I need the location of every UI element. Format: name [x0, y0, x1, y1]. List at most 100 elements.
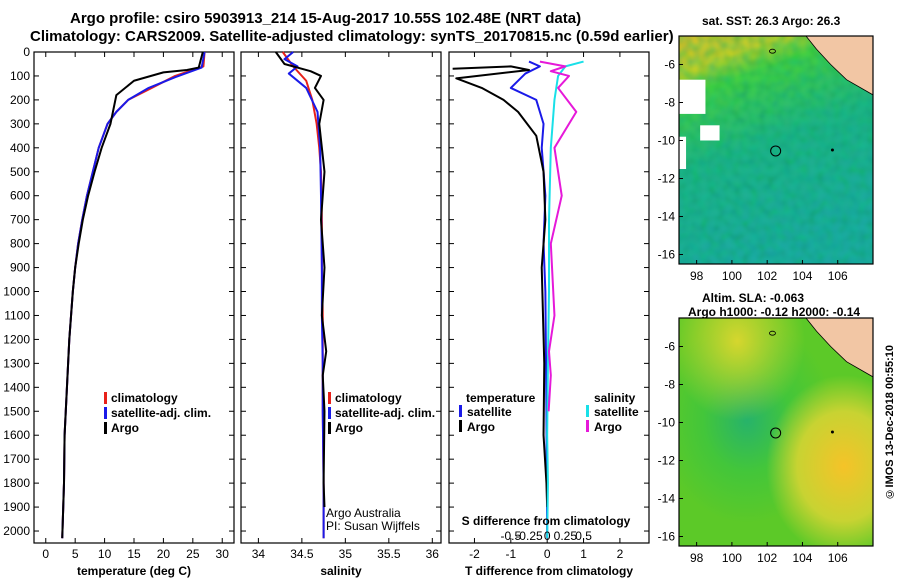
sla-ytick-label: -12 [658, 454, 676, 468]
difference-series-s-argo [539, 60, 578, 412]
depth-tick-label: 1300 [3, 356, 30, 370]
difference-xtick-label: -2 [469, 547, 480, 561]
depth-tick-label: 600 [10, 189, 30, 203]
salinity-series-argo [274, 51, 328, 508]
diff-legend-entry: satellite [594, 405, 639, 419]
salinity-xtick-label: 34 [252, 547, 266, 561]
sst-xtick-label: 106 [828, 269, 848, 283]
legend-swatch [104, 407, 107, 419]
sst-ytick-label: -14 [658, 210, 676, 224]
diff-legend-swatch [459, 420, 462, 432]
legend-swatch [104, 422, 107, 434]
diff-xlabel-salinity: S difference from climatology [462, 514, 631, 528]
depth-tick-label: 1600 [3, 428, 30, 442]
credit-text: Argo Australia [326, 506, 401, 520]
difference-xtick-label: 0 [544, 547, 551, 561]
depth-tick-label: 1400 [3, 380, 30, 394]
depth-tick-label: 1200 [3, 332, 30, 346]
depth-tick-label: 1100 [4, 308, 30, 322]
temperature-xtick-label: 5 [72, 547, 79, 561]
diff-legend-swatch [586, 420, 589, 432]
temperature-series-satellite-adj--clim- [61, 51, 206, 539]
difference-xtick-label: -1 [505, 547, 516, 561]
salinity-panel: 34 34.5 35 35.5 36 salinity [240, 51, 442, 578]
sst-ytick-label: -10 [658, 134, 676, 148]
depth-tick-label: 1700 [3, 452, 30, 466]
depth-tick-label: 900 [10, 261, 30, 275]
depth-tick-label: 200 [10, 93, 30, 107]
depth-tick-label: 800 [10, 237, 30, 251]
sst-cloud-gap [679, 136, 687, 169]
legend-entry: Argo [335, 421, 363, 435]
temperature-panel: 0 5 10 15 20 25 300100200300400500600700800900… [3, 45, 235, 578]
legend-entry: satellite-adj. clim. [111, 406, 211, 420]
sst-map-title: sat. SST: 26.3 Argo: 26.3 [702, 14, 841, 28]
depth-tick-label: 2000 [3, 524, 30, 538]
depth-tick-label: 100 [10, 69, 30, 83]
salinity-frame [240, 51, 442, 544]
temperature-series-climatology [61, 51, 206, 539]
legend-swatch [104, 392, 107, 404]
salinity-xtick-label: 36 [426, 547, 440, 561]
temperature-xtick-label: 15 [127, 547, 141, 561]
legend-swatch [328, 392, 331, 404]
sst-xtick-label: 98 [690, 269, 704, 283]
difference-frame [448, 51, 650, 544]
sla-island-marker [830, 430, 834, 434]
difference-xtick-label: 2 [617, 547, 624, 561]
sla-argo-location [770, 427, 782, 439]
sst-map-axes: 98 100 102 104 106 -6 -8 -10 -12 -14 -16 [658, 35, 874, 283]
diff-x2tick-label: 0.5 [575, 529, 592, 543]
diff-x2tick-label: 0.25 [554, 529, 578, 543]
sla-xtick-label: 106 [828, 551, 848, 565]
salinity-xtick-label: 34.5 [290, 547, 314, 561]
depth-tick-label: 1500 [3, 404, 30, 418]
sst-island [769, 48, 776, 54]
sla-ytick-label: -8 [664, 378, 675, 392]
diff-legend-entry: satellite [467, 405, 512, 419]
sla-xtick-label: 98 [690, 551, 704, 565]
legend-entry: climatology [111, 391, 178, 405]
difference-series-t-argo [452, 65, 549, 508]
temperature-xlabel: temperature (deg C) [77, 564, 191, 578]
sla-frame [678, 317, 874, 547]
difference-xtick-label: 1 [580, 547, 587, 561]
legend-entry: Argo [111, 421, 139, 435]
diff-legend-swatch [459, 405, 462, 417]
depth-tick-label: 300 [10, 117, 30, 131]
temperature-xtick-label: 0 [42, 547, 49, 561]
title-line-1: Argo profile: csiro 5903913_214 15-Aug-2… [70, 10, 582, 27]
sst-xtick-label: 104 [792, 269, 812, 283]
sst-xtick-label: 102 [757, 269, 777, 283]
temperature-xtick-label: 20 [157, 547, 171, 561]
temperature-xtick-label: 30 [216, 547, 230, 561]
temperature-xtick-label: 25 [186, 547, 200, 561]
sst-frame [678, 35, 874, 265]
salinity-xlabel: salinity [320, 564, 362, 578]
sla-ytick-label: -14 [658, 492, 676, 506]
sla-xtick-label: 104 [792, 551, 812, 565]
diff-legend-title-temperature: temperature [466, 391, 536, 405]
salinity-xtick-label: 35 [339, 547, 353, 561]
sla-ytick-label: -16 [658, 530, 676, 544]
sla-island [769, 330, 776, 336]
temperature-series-argo [61, 51, 204, 539]
depth-tick-label: 500 [10, 165, 30, 179]
difference-panel: -2 -1 0 1 2 T difference from climatology [448, 51, 650, 578]
sst-ytick-label: -12 [658, 172, 676, 186]
sst-cloud-gap [679, 79, 706, 114]
diff-legend-entry: Argo [467, 420, 495, 434]
sla-map-axes: 98 100 102 104 106 -6 -8 -10 -12 -14 -16 [658, 317, 874, 565]
sst-island-marker [830, 148, 834, 152]
sst-argo-location [770, 145, 782, 157]
sst-xtick-label: 100 [722, 269, 742, 283]
sla-map-subtitle: Argo h1000: -0.12 h2000: -0.14 [688, 305, 861, 319]
sla-xtick-label: 102 [757, 551, 777, 565]
depth-tick-label: 1900 [3, 500, 30, 514]
difference-xlabel: T difference from climatology [465, 564, 633, 578]
credit-text: PI: Susan Wijffels [326, 519, 420, 533]
diff-x2tick-label: 0 [544, 529, 551, 543]
sst-ytick-label: -8 [664, 96, 675, 110]
